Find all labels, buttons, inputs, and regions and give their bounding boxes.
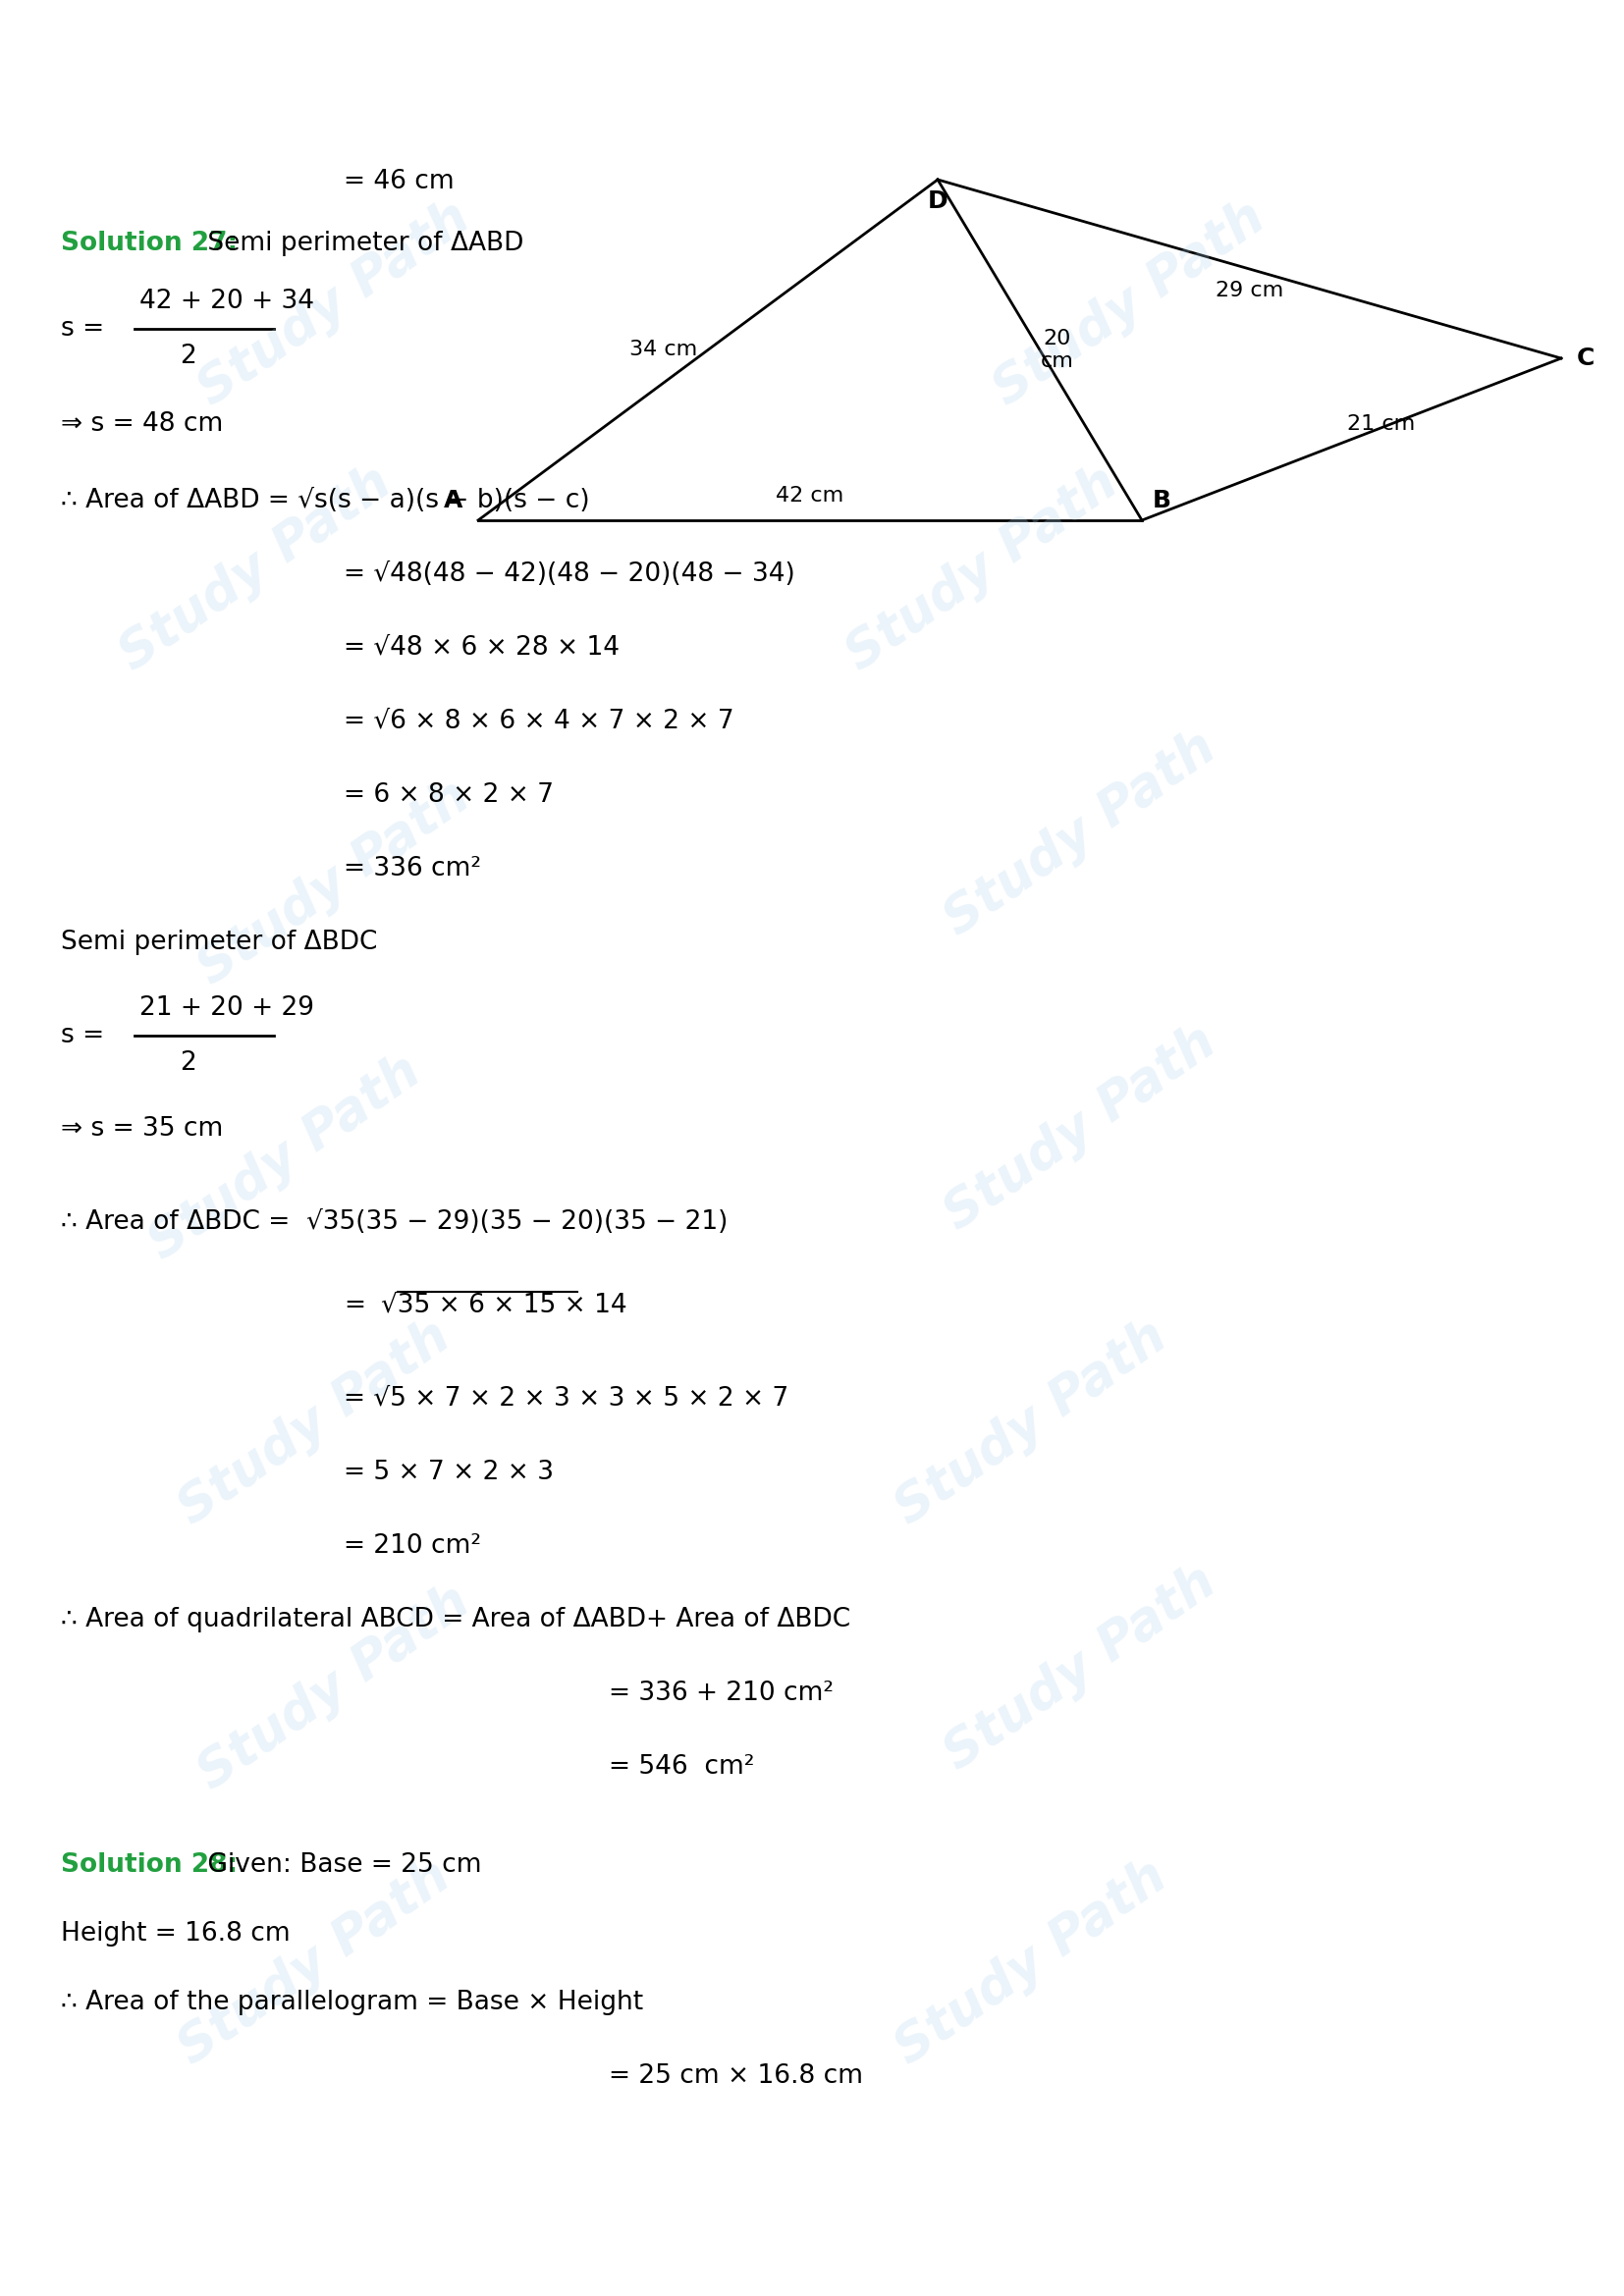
- Text: ∴ Area of ΔABD = √s(s − a)(s − b)(s − c): ∴ Area of ΔABD = √s(s − a)(s − b)(s − c): [60, 487, 590, 514]
- Text: = 5 × 7 × 2 × 3: = 5 × 7 × 2 × 3: [344, 1460, 554, 1486]
- Text: = √5 × 7 × 2 × 3 × 3 × 5 × 2 × 7: = √5 × 7 × 2 × 3 × 3 × 5 × 2 × 7: [344, 1387, 789, 1412]
- Text: Class - 10: Class - 10: [827, 16, 960, 39]
- Text: B: B: [1151, 489, 1171, 512]
- Text: 2: 2: [180, 344, 197, 370]
- Text: Study Path: Study Path: [885, 1311, 1176, 1536]
- Text: = 336 cm²: = 336 cm²: [344, 856, 481, 882]
- Text: = 336 + 210 cm²: = 336 + 210 cm²: [609, 1681, 833, 1706]
- Text: Study Path: Study Path: [984, 193, 1275, 416]
- Text: = √6 × 8 × 6 × 4 × 7 × 2 × 7: = √6 × 8 × 6 × 4 × 7 × 2 × 7: [344, 709, 734, 735]
- Text: s =: s =: [60, 1022, 104, 1049]
- Text: Solution 28:: Solution 28:: [60, 1853, 237, 1878]
- Text: Study Path: Study Path: [935, 1017, 1226, 1242]
- Text: = 210 cm²: = 210 cm²: [344, 1534, 481, 1559]
- Text: = 6 × 8 × 2 × 7: = 6 × 8 × 2 × 7: [344, 783, 554, 808]
- Text: Study Path: Study Path: [935, 721, 1226, 946]
- Text: Page 18 of 24: Page 18 of 24: [737, 2248, 887, 2266]
- Text: ⇒ s = 35 cm: ⇒ s = 35 cm: [60, 1116, 222, 1141]
- Text: Height = 16.8 cm: Height = 16.8 cm: [60, 1922, 291, 1947]
- Text: = √48 × 6 × 28 × 14: = √48 × 6 × 28 × 14: [344, 636, 619, 661]
- Text: ⇒ s = 48 cm: ⇒ s = 48 cm: [60, 411, 222, 436]
- Text: =: =: [344, 1293, 365, 1318]
- Text: 42 + 20 + 34: 42 + 20 + 34: [140, 289, 313, 315]
- Text: = √48(48 − 42)(48 − 20)(48 − 34): = √48(48 − 42)(48 − 20)(48 − 34): [344, 563, 796, 588]
- Text: s =: s =: [60, 317, 104, 342]
- Text: = 25 cm × 16.8 cm: = 25 cm × 16.8 cm: [609, 2064, 862, 2089]
- Text: Study Path: Study Path: [188, 193, 479, 416]
- Text: ∴ Area of ΔBDC =  √35(35 − 29)(35 − 20)(35 − 21): ∴ Area of ΔBDC = √35(35 − 29)(35 − 20)(3…: [60, 1210, 728, 1235]
- Text: D: D: [927, 191, 948, 214]
- Text: = 46 cm: = 46 cm: [344, 170, 455, 195]
- Text: Semi perimeter of ΔABD: Semi perimeter of ΔABD: [200, 230, 525, 257]
- Text: 34 cm: 34 cm: [630, 340, 698, 360]
- Text: Study Path: Study Path: [140, 1047, 430, 1270]
- Text: C: C: [1577, 347, 1595, 370]
- Text: Study Path: Study Path: [188, 771, 479, 996]
- Text: 2: 2: [180, 1049, 197, 1077]
- Text: Semi perimeter of ΔBDC: Semi perimeter of ΔBDC: [60, 930, 377, 955]
- Text: Given: Base = 25 cm: Given: Base = 25 cm: [200, 1853, 482, 1878]
- Text: Study Path: Study Path: [110, 457, 401, 682]
- Text: 29 cm: 29 cm: [1215, 280, 1283, 301]
- Text: ∴ Area of quadrilateral ABCD = Area of ΔABD+ Area of ΔBDC: ∴ Area of quadrilateral ABCD = Area of Δ…: [60, 1607, 851, 1632]
- Text: Solution 27:: Solution 27:: [60, 230, 237, 257]
- Text: 21 + 20 + 29: 21 + 20 + 29: [140, 996, 313, 1022]
- Text: 21 cm: 21 cm: [1346, 416, 1415, 434]
- Text: RS Aggarwal Solutions: RS Aggarwal Solutions: [702, 57, 1085, 85]
- Text: A: A: [443, 489, 463, 512]
- Text: Study Path: Study Path: [169, 1851, 460, 2076]
- Text: Study Path: Study Path: [836, 457, 1127, 682]
- Text: 42 cm: 42 cm: [776, 487, 844, 505]
- Text: Study Path: Study Path: [935, 1557, 1226, 1782]
- Text: Study Path: Study Path: [188, 1575, 479, 1800]
- Text: = 546  cm²: = 546 cm²: [609, 1754, 755, 1779]
- Text: Study Path: Study Path: [885, 1851, 1176, 2076]
- Text: ∴ Area of the parallelogram = Base × Height: ∴ Area of the parallelogram = Base × Hei…: [60, 1991, 643, 2016]
- Text: 20
cm: 20 cm: [1041, 328, 1073, 372]
- Text: Study
Path: Study Path: [93, 83, 133, 110]
- Text: Chapter 15: Perimeter and Area of Plane Figures: Chapter 15: Perimeter and Area of Plane …: [612, 108, 1174, 131]
- Text: √35 × 6 × 15 × 14: √35 × 6 × 15 × 14: [382, 1293, 627, 1318]
- Text: Study Path: Study Path: [169, 1311, 460, 1536]
